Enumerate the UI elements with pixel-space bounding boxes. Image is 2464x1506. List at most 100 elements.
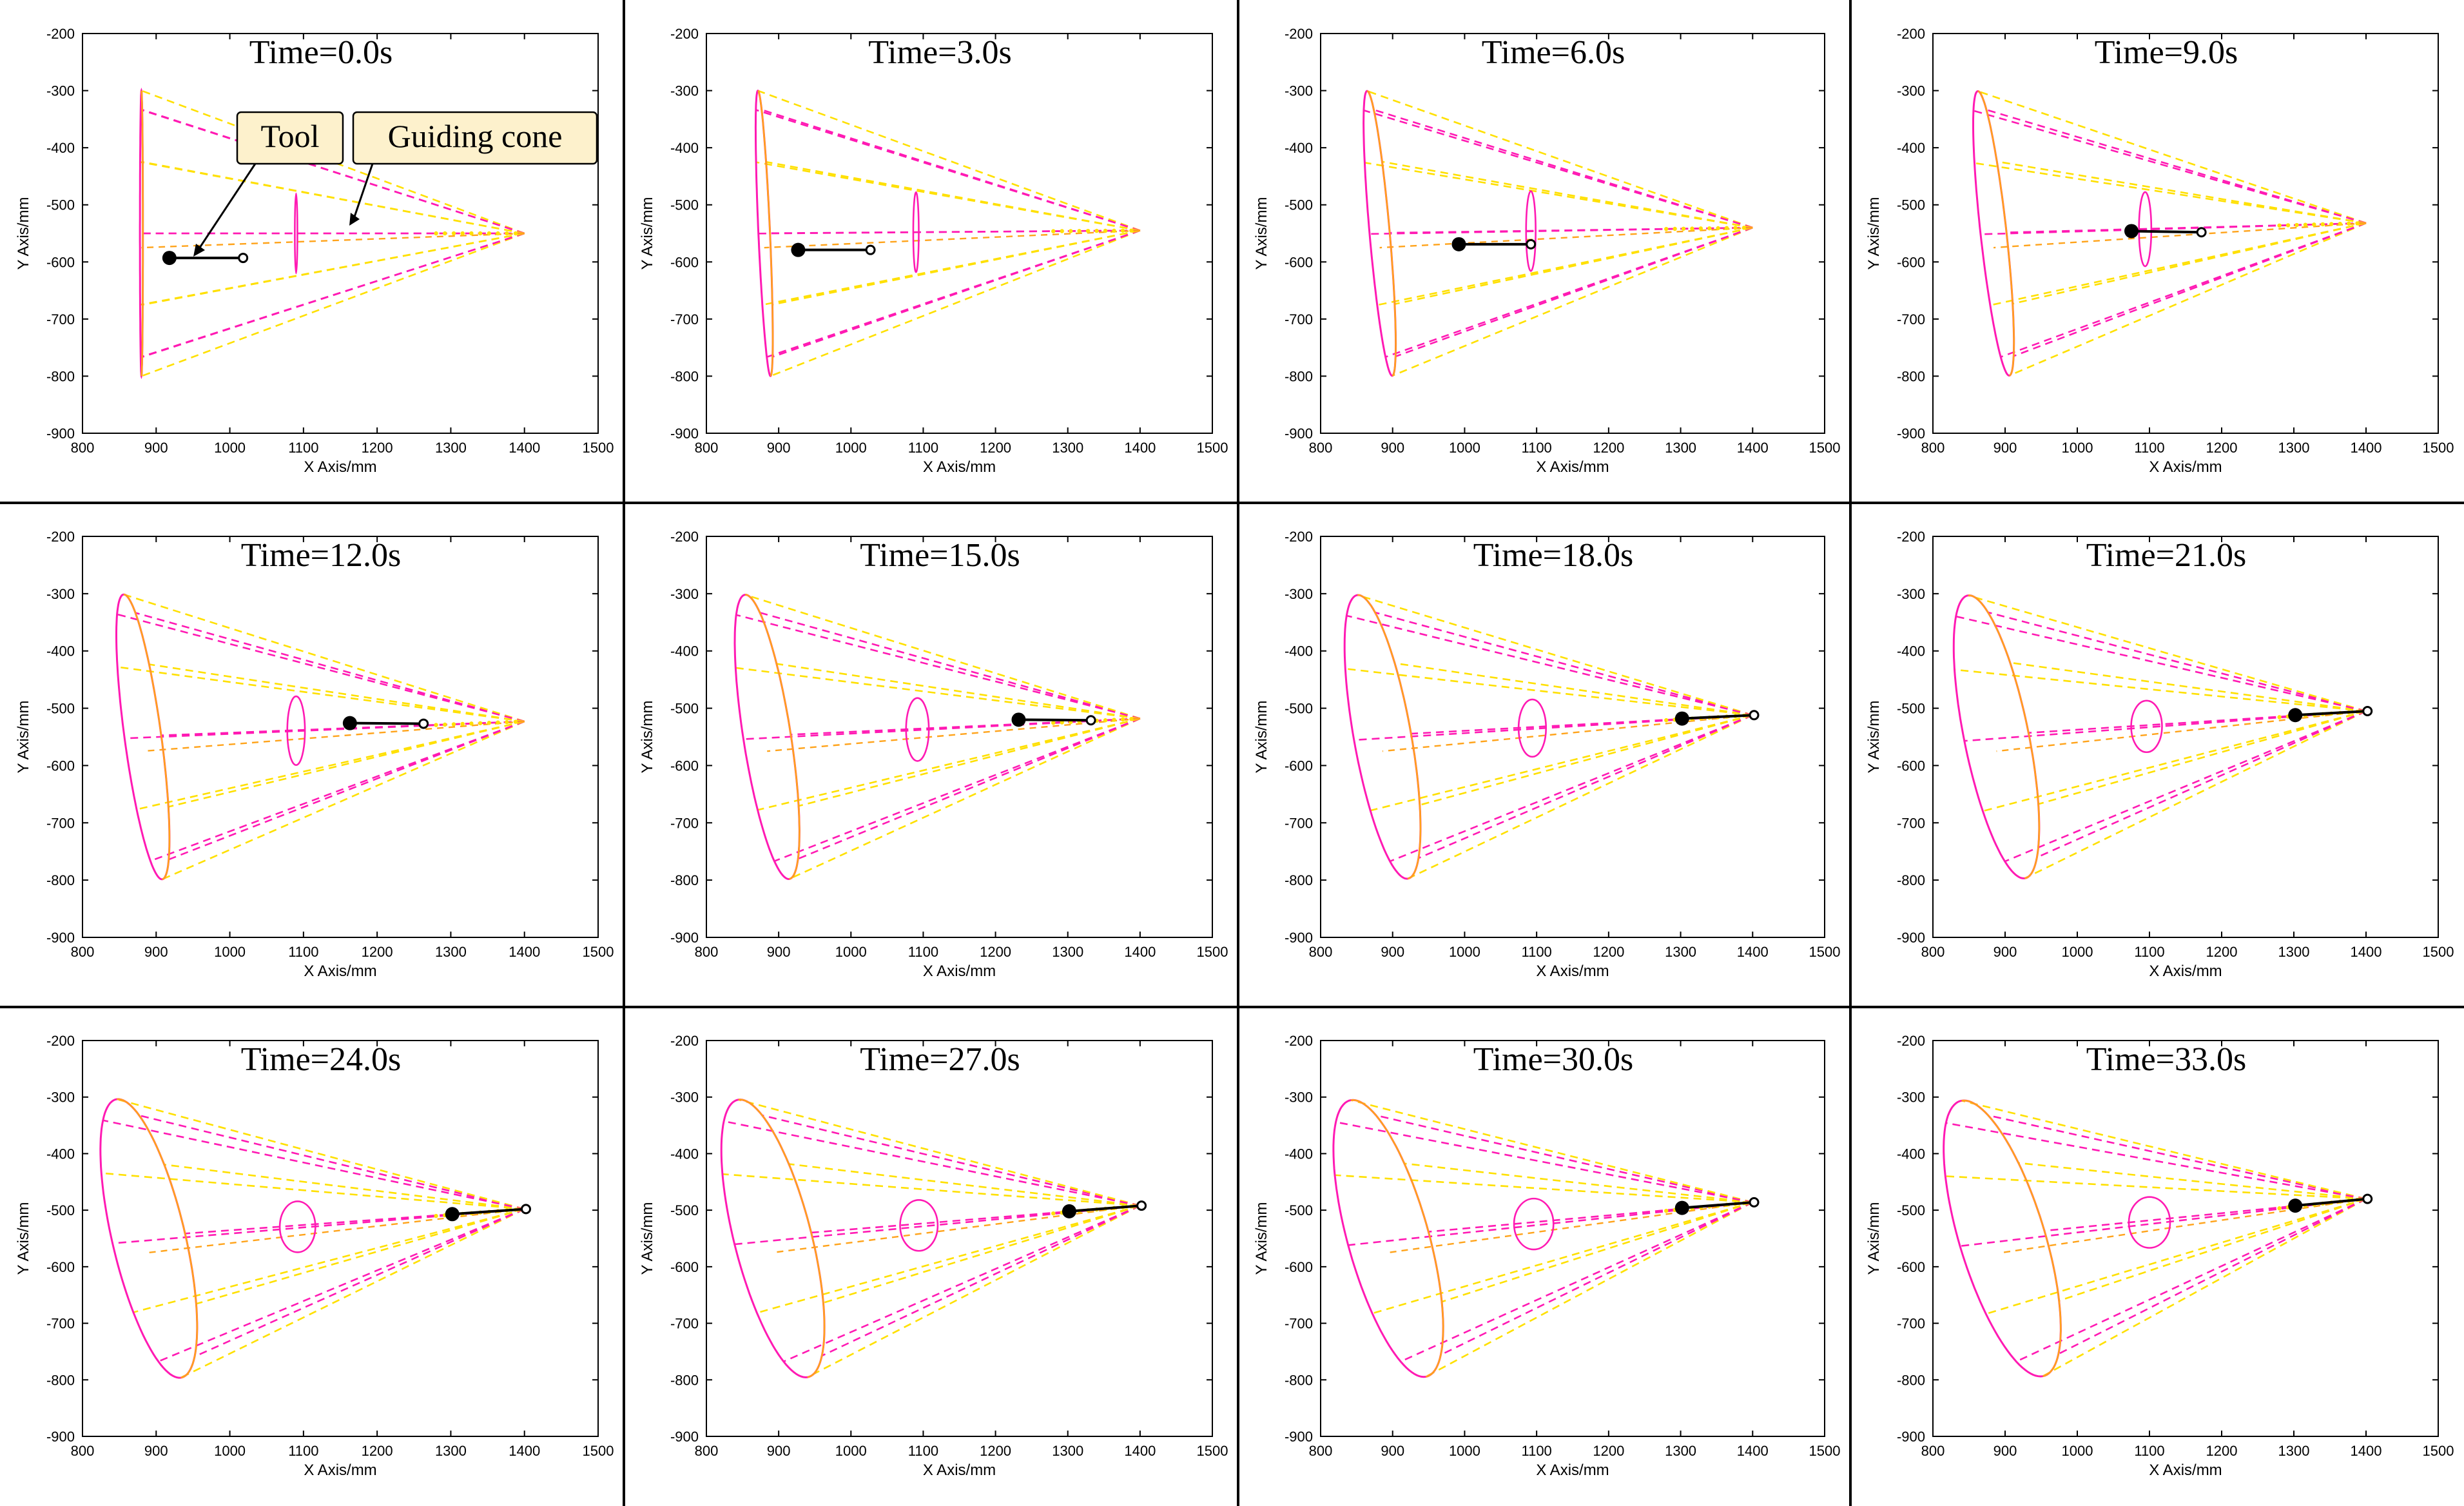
y-tick-label: -300 [1285, 83, 1313, 99]
path-marker [1664, 1208, 1669, 1213]
y-tick-label: -700 [1897, 1316, 1925, 1332]
y-tick-label: -800 [1285, 872, 1313, 888]
cone-generator-line [723, 1120, 1141, 1207]
y-tick-label: -500 [1285, 197, 1313, 213]
tool-tail [418, 718, 429, 729]
y-tick-label: -200 [670, 1033, 699, 1049]
cone-generator-line [2013, 222, 2367, 357]
path-marker [1051, 720, 1056, 725]
x-tick-label: 1100 [2134, 1443, 2164, 1459]
path-marker [434, 1213, 438, 1218]
x-tick-label: 1400 [509, 944, 540, 960]
x-tick-label: 1000 [835, 944, 867, 960]
x-tick-label: 1500 [1809, 1443, 1841, 1459]
y-tick-label: -500 [46, 1202, 75, 1218]
path-marker [2312, 222, 2316, 227]
path-marker [513, 719, 518, 724]
cone-mid-section [1517, 698, 1547, 758]
cone-generator-line [2058, 1198, 2367, 1355]
x-tick-label: 1400 [1124, 440, 1156, 456]
panel-title: Time=18.0s [1473, 537, 1633, 574]
x-tick-label: 1400 [509, 1443, 540, 1459]
y-tick-label: -900 [46, 425, 75, 442]
y-tick-label: -600 [46, 254, 75, 270]
cone-mid-section [899, 1198, 939, 1252]
cone-axis-line [764, 230, 1140, 249]
cone-generator-line [1394, 662, 1753, 716]
cone-generator-line [1357, 594, 1753, 716]
y-tick-label: -700 [670, 1316, 699, 1332]
cone-generator-line [823, 1204, 1141, 1304]
x-tick-label: 1100 [1521, 440, 1551, 456]
path-marker [1129, 717, 1134, 721]
cone-axis-line [767, 718, 1140, 752]
y-tick-label: -900 [1285, 930, 1313, 946]
cone-generator-line [1372, 1201, 1753, 1315]
y-tick-label: -400 [1285, 140, 1313, 156]
cone-generator-line [196, 1208, 525, 1305]
cone-axis-line [1996, 710, 2367, 752]
path-marker [1077, 229, 1082, 233]
x-tick-label: 900 [767, 944, 791, 960]
tool-tail [1085, 715, 1096, 726]
x-tick-label: 1000 [835, 440, 867, 456]
y-tick-label: -400 [1897, 1146, 1925, 1162]
x-tick-label: 1400 [1124, 1443, 1156, 1459]
x-tick-label: 1400 [1737, 440, 1769, 456]
y-tick-label: -600 [1285, 758, 1313, 774]
y-tick-label: -300 [1897, 586, 1925, 602]
y-tick-label: -800 [46, 1372, 75, 1388]
callout-tool-arrowhead [193, 244, 205, 257]
cone-generator-line [738, 1099, 1141, 1207]
x-tick-label: 800 [1921, 1443, 1945, 1459]
x-axis-label: X Axis/mm [304, 1462, 376, 1479]
x-tick-label: 1300 [1665, 1443, 1696, 1459]
y-tick-label: -900 [1897, 425, 1925, 442]
x-tick-label: 1400 [1737, 944, 1769, 960]
cone-generator-line [1946, 1122, 2367, 1200]
panel-title: Time=15.0s [860, 537, 1020, 574]
path-marker [1120, 228, 1125, 233]
x-axis-label: X Axis/mm [2149, 1462, 2222, 1479]
y-tick-label: -600 [670, 254, 699, 270]
panel-6: 800 900 1000 1100 1200 1300 1400 1500 -200 -300 -4… [639, 529, 1228, 980]
cone-generator-line [1997, 161, 2367, 224]
path-marker [1664, 718, 1669, 723]
x-tick-label: 1400 [1124, 944, 1156, 960]
cone-mid-section [2138, 191, 2153, 268]
x-tick-label: 1000 [2062, 944, 2093, 960]
path-marker [1112, 228, 1116, 233]
x-tick-label: 1500 [1197, 1443, 1228, 1459]
path-marker [487, 231, 492, 236]
cone-axis-line [1379, 226, 1753, 249]
cone-generator-line [807, 1204, 1141, 1378]
tool-shaft [2295, 710, 2368, 717]
tool-tail [865, 244, 876, 255]
x-tick-label: 1200 [2206, 1443, 2238, 1459]
path-marker [2346, 221, 2351, 226]
x-tick-label: 1200 [362, 440, 393, 456]
x-tick-label: 1300 [435, 944, 467, 960]
cone-generator-line [821, 1204, 1141, 1357]
y-tick-label: -700 [46, 815, 75, 831]
cone-generator-line [770, 230, 1141, 377]
path-marker [496, 231, 500, 236]
cone-generator-line [133, 1208, 525, 1313]
y-tick-label: -400 [670, 643, 699, 660]
x-tick-label: 1500 [1809, 944, 1841, 960]
cone-axis-line [2002, 1198, 2367, 1254]
y-tick-label: -600 [1285, 254, 1313, 270]
tool-tail [1749, 710, 1760, 721]
panel-9: 800 900 1000 1100 1200 1300 1400 1500 -200 -300 -4… [15, 1033, 614, 1479]
cone-generator-line [759, 612, 1141, 719]
x-tick-label: 1400 [2351, 944, 2382, 960]
x-tick-label: 900 [1994, 1443, 2017, 1459]
cone-mid-section [2130, 699, 2163, 754]
y-tick-label: -300 [46, 1090, 75, 1106]
cone-generator-line [1370, 714, 1753, 812]
x-tick-label: 900 [144, 440, 168, 456]
cone-generator-line [2059, 1198, 2367, 1302]
cone-generator-line [162, 720, 525, 881]
